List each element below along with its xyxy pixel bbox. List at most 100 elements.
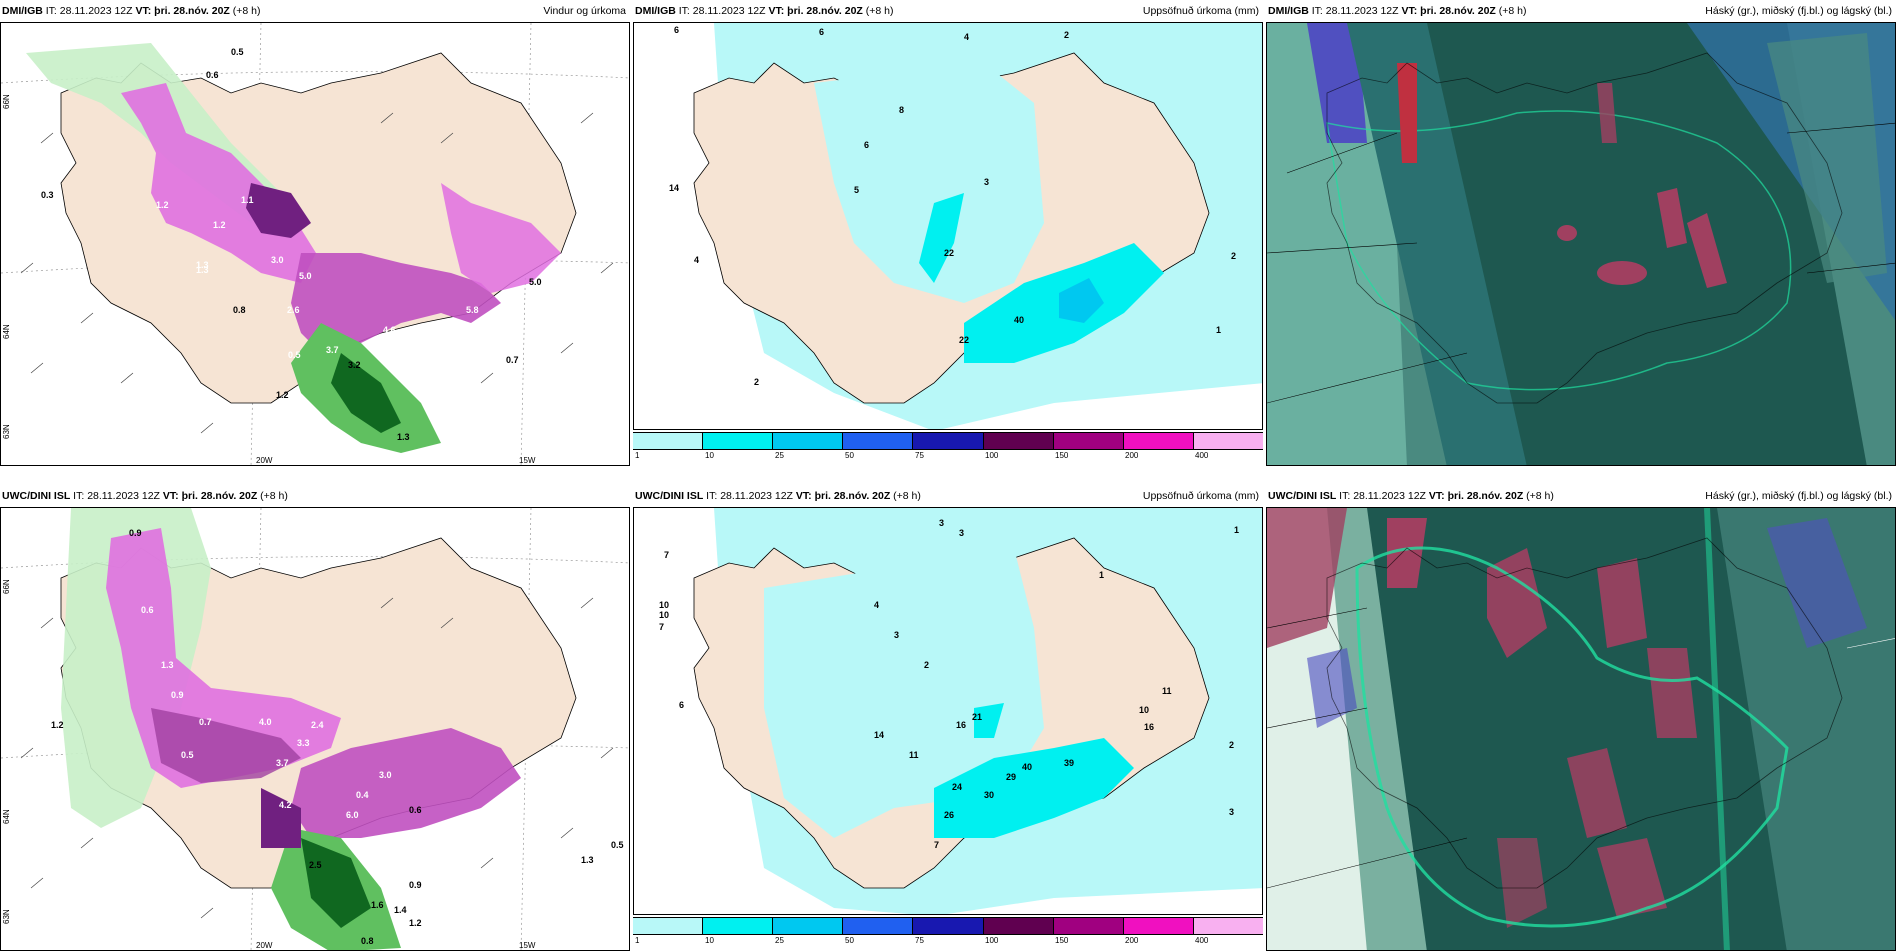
it-label: IT: — [706, 490, 718, 502]
map-area — [1266, 22, 1896, 466]
accum-label: 10 — [1139, 705, 1149, 715]
precip-label: 0.7 — [506, 355, 519, 365]
colorbar-swatch — [1193, 433, 1263, 449]
precip-label: 2.4 — [311, 720, 324, 730]
accum-label: 3 — [1229, 807, 1234, 817]
it-label: IT: — [73, 490, 85, 502]
init-time: 28.11.2023 12Z — [1325, 5, 1399, 17]
colorbar-swatch — [633, 918, 704, 934]
accum-label: 2 — [1229, 740, 1234, 750]
precip-label: 5.0 — [529, 277, 542, 287]
vt-label: VT: — [768, 5, 785, 17]
panel-uwc-clouds: UWC/DINI ISL IT: 28.11.2023 12Z VT: þri.… — [1266, 485, 1896, 951]
precip-label: 4.2 — [279, 800, 292, 810]
precip-label: 1.1 — [241, 195, 254, 205]
colorbar-tick: 150 — [1055, 451, 1069, 460]
precip-label: 5.0 — [299, 271, 312, 281]
panel-title: Uppsöfnuð úrkoma (mm) — [1142, 5, 1259, 17]
accum-label: 3 — [939, 518, 944, 528]
accum-label: 14 — [669, 183, 679, 193]
it-label: IT: — [45, 5, 57, 17]
accum-label: 4 — [694, 255, 699, 265]
precip-label: 1.3 — [397, 432, 410, 442]
colorbar-swatch — [843, 918, 914, 934]
precip-label: 0.8 — [361, 936, 374, 946]
accum-label: 16 — [1144, 722, 1154, 732]
precip-label: 5.8 — [466, 305, 479, 315]
model-name: UWC/DINI ISL — [635, 490, 704, 502]
accum-label: 11 — [909, 750, 919, 760]
colorbar-tick: 200 — [1125, 936, 1139, 945]
precip-label: 1.2 — [213, 220, 226, 230]
precip-label: 0.5 — [181, 750, 194, 760]
lat-tick: 66N — [2, 94, 11, 109]
colorbar-tick: 10 — [705, 451, 714, 460]
accum-label: 1 — [1099, 570, 1104, 580]
precip-label: 5.2 — [431, 330, 444, 340]
colorbar-tick: 25 — [775, 451, 784, 460]
valid-time: þri. 28.nóv. 20Z — [787, 5, 863, 17]
colorbar-swatch — [773, 433, 844, 449]
accum-label: 7 — [664, 550, 669, 560]
panel-title: Uppsöfnuð úrkoma (mm) — [1142, 490, 1259, 502]
init-time: 28.11.2023 12Z — [87, 490, 160, 502]
accum-label: 10 — [659, 600, 669, 610]
colorbar — [633, 917, 1263, 935]
panel-header: DMI/IGB IT: 28.11.2023 12Z VT: þri. 28.n… — [0, 0, 630, 22]
accum-label: 3 — [894, 630, 899, 640]
precip-label: 0.6 — [206, 70, 219, 80]
accum-label: 22 — [959, 335, 969, 345]
model-name: UWC/DINI ISL — [2, 490, 71, 502]
lat-tick: 64N — [2, 809, 11, 824]
accum-label: 39 — [1064, 758, 1074, 768]
panel-dmi-clouds: DMI/IGB IT: 28.11.2023 12Z VT: þri. 28.n… — [1266, 0, 1896, 466]
precip-label: 0.9 — [129, 528, 142, 538]
init-time: 28.11.2023 12Z — [692, 5, 766, 17]
accum-label: 4 — [874, 600, 879, 610]
colorbar-ticks: 1 10 25 50 75 100 150 200 400 — [633, 451, 1263, 461]
valid-time: þri. 28.nóv. 20Z — [181, 490, 258, 502]
colorbar-tick: 400 — [1195, 936, 1209, 945]
lead-time: (+8 h) — [1498, 5, 1527, 17]
accum-label: 7 — [934, 840, 939, 850]
accum-label: 3 — [959, 528, 964, 538]
accum-label: 29 — [1006, 772, 1016, 782]
accum-label: 6 — [679, 700, 684, 710]
accum-label: 21 — [972, 712, 982, 722]
precip-label: 3.0 — [379, 770, 392, 780]
map-area: 6 6 4 2 8 6 5 3 14 4 22 40 22 2 2 1 — [633, 22, 1263, 430]
accum-label: 1 — [1234, 525, 1239, 535]
accum-label: 6 — [864, 140, 869, 150]
init-time: 28.11.2023 12Z — [59, 5, 133, 17]
precip-label: 1.3 — [161, 660, 174, 670]
precip-label: 1.2 — [156, 200, 169, 210]
precip-label: 2.5 — [309, 860, 322, 870]
vt-label: VT: — [1428, 490, 1445, 502]
lead-time: (+8 h) — [893, 490, 921, 502]
accum-label: 16 — [956, 720, 966, 730]
vt-label: VT: — [1401, 5, 1418, 17]
colorbar-tick: 200 — [1125, 451, 1139, 460]
precip-label: 0.3 — [41, 190, 54, 200]
lead-time: (+8 h) — [865, 5, 894, 17]
precip-label: 0.9 — [409, 880, 422, 890]
valid-time: þri. 28.nóv. 20Z — [1420, 5, 1496, 17]
accum-label: 14 — [874, 730, 884, 740]
lat-tick: 63N — [2, 909, 11, 924]
precip-label: 2.6 — [287, 305, 300, 315]
panel-header: UWC/DINI ISL IT: 28.11.2023 12Z VT: þri.… — [0, 485, 630, 507]
accum-label: 2 — [754, 377, 759, 387]
accum-label: 24 — [952, 782, 962, 792]
lat-tick: 63N — [2, 424, 11, 439]
precip-label: 1.6 — [371, 900, 384, 910]
accum-label: 1 — [1216, 325, 1221, 335]
valid-time: þri. 28.nóv. 20Z — [1447, 490, 1524, 502]
colorbar-swatch — [1193, 918, 1263, 934]
precip-label: 0.9 — [171, 690, 184, 700]
lat-tick: 66N — [2, 579, 11, 594]
accum-label: 5 — [854, 185, 859, 195]
precip-label: 3.7 — [276, 758, 289, 768]
it-label: IT: — [1339, 490, 1351, 502]
accum-label: 22 — [944, 248, 954, 258]
it-label: IT: — [1311, 5, 1323, 17]
